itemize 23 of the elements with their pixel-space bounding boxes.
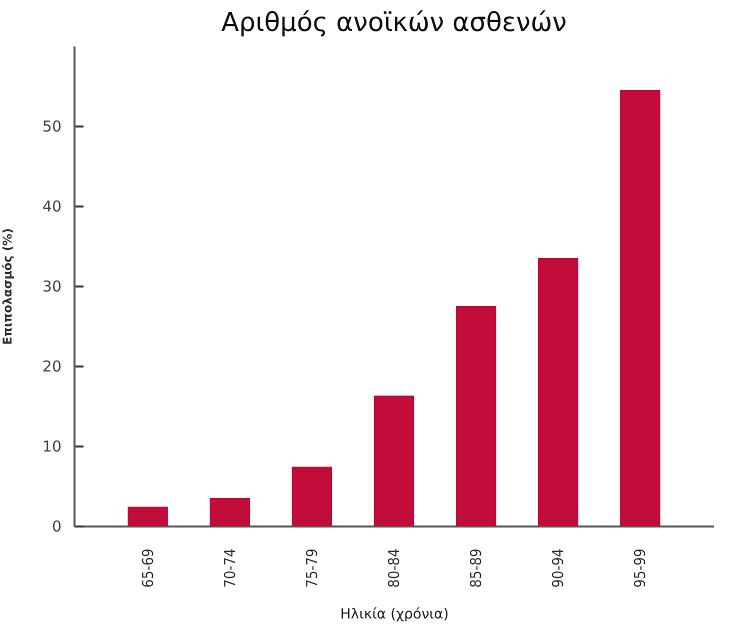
y-tick-label: 30 [42, 278, 62, 296]
x-tick-label: 90-94 [549, 548, 568, 588]
bar [292, 466, 332, 526]
bar [210, 498, 250, 526]
x-tick-label: 80-84 [385, 548, 403, 588]
y-tick-label: 50 [42, 118, 62, 136]
y-axis-title: Επιπολασμός (%) [0, 228, 14, 345]
bar [620, 90, 660, 526]
x-tick-label: 95-99 [631, 548, 650, 588]
y-tick-label: 0 [52, 518, 62, 536]
x-tick-label: 85-89 [467, 548, 486, 588]
bar [456, 306, 496, 526]
chart-title: Αριθμός ανοϊκών ασθενών [221, 8, 567, 38]
bar [374, 396, 414, 526]
x-tick-label: 65-69 [138, 548, 157, 588]
bar [128, 506, 168, 526]
y-tick-label: 40 [42, 198, 62, 216]
x-tick-label: 75-79 [302, 548, 321, 588]
x-axis-title: Ηλικία (χρόνια) [340, 606, 449, 623]
x-tick-label: 70-74 [220, 548, 239, 588]
bar [538, 258, 578, 526]
y-tick-label: 20 [42, 358, 62, 376]
y-tick-label: 10 [42, 438, 62, 456]
